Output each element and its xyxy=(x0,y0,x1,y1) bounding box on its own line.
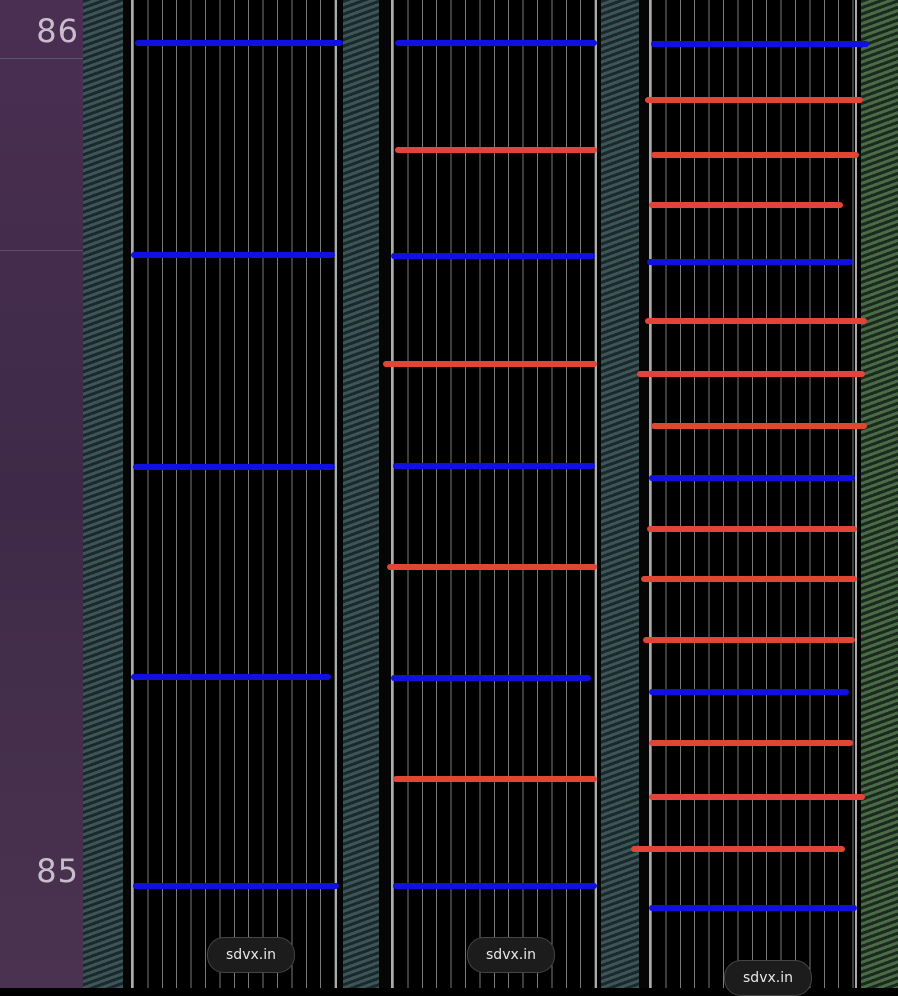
track-border xyxy=(83,0,123,988)
red-annotation-line xyxy=(641,576,857,582)
track-gap xyxy=(123,0,131,988)
blue-annotation-line xyxy=(647,259,853,265)
blue-annotation-line xyxy=(133,883,339,889)
blue-annotation-line xyxy=(391,675,591,681)
blue-annotation-line xyxy=(393,883,597,889)
red-annotation-line xyxy=(649,794,865,800)
red-annotation-line xyxy=(637,371,865,377)
watermark-badge: sdvx.in xyxy=(724,960,812,996)
track-gap xyxy=(379,0,391,988)
track-gap xyxy=(639,0,649,988)
blue-annotation-line xyxy=(649,689,849,695)
track-border xyxy=(343,0,379,988)
lane-panel-3 xyxy=(649,0,857,988)
blue-annotation-line xyxy=(391,253,595,259)
track-border xyxy=(601,0,639,988)
red-annotation-line xyxy=(631,846,845,852)
watermark-badge: sdvx.in xyxy=(207,937,295,973)
red-annotation-line xyxy=(387,564,597,570)
blue-annotation-line xyxy=(131,252,335,258)
track-border xyxy=(861,0,898,988)
red-annotation-line xyxy=(383,361,597,367)
blue-annotation-line xyxy=(395,40,597,46)
measure-strip: 86 85 xyxy=(0,0,83,988)
lane-panel-2 xyxy=(391,0,597,988)
grid-line xyxy=(0,58,83,59)
blue-annotation-line xyxy=(133,464,335,470)
grid-line xyxy=(0,250,83,251)
red-annotation-line xyxy=(647,526,857,532)
track-gap xyxy=(337,0,343,988)
measure-number-bottom: 85 xyxy=(36,852,79,890)
red-annotation-line xyxy=(649,202,843,208)
blue-annotation-line xyxy=(649,905,857,911)
red-annotation-line xyxy=(393,776,597,782)
blue-annotation-line xyxy=(131,674,331,680)
red-annotation-line xyxy=(395,147,597,153)
blue-annotation-line xyxy=(135,40,343,46)
measure-number-top: 86 xyxy=(36,12,79,50)
track-gap xyxy=(597,0,601,988)
lane-panel-1 xyxy=(131,0,337,988)
watermark-badge: sdvx.in xyxy=(467,937,555,973)
red-annotation-line xyxy=(649,740,853,746)
red-annotation-line xyxy=(643,637,855,643)
red-annotation-line xyxy=(651,152,859,158)
blue-annotation-line xyxy=(651,41,869,47)
blue-annotation-line xyxy=(393,463,595,469)
red-annotation-line xyxy=(645,97,863,103)
red-annotation-line xyxy=(651,423,867,429)
red-annotation-line xyxy=(645,318,867,324)
blue-annotation-line xyxy=(649,475,855,481)
